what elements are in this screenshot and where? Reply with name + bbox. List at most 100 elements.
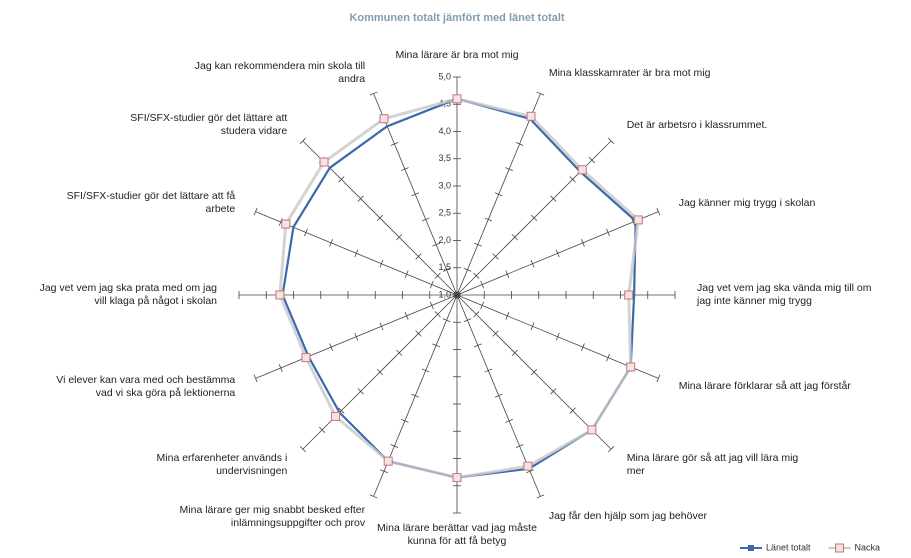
- category-label: Jag kan rekommendera min skola till andr…: [194, 60, 366, 86]
- tick-mark: [401, 167, 409, 172]
- tick-mark: [492, 330, 499, 337]
- series-marker: [319, 157, 329, 167]
- tick-mark: [606, 353, 610, 362]
- series-marker: [587, 425, 597, 435]
- series-marker: [526, 111, 536, 121]
- y-tick-label: 2,5: [438, 208, 451, 218]
- tick-mark: [550, 195, 557, 202]
- series-marker: [281, 219, 291, 229]
- tick-mark: [473, 272, 480, 279]
- tick-mark: [253, 374, 258, 383]
- tick-mark: [357, 195, 364, 202]
- tick-mark: [415, 253, 422, 260]
- series-marker: [452, 94, 462, 104]
- tick-mark: [484, 217, 493, 222]
- tick-mark: [396, 234, 403, 241]
- tick-mark: [515, 142, 524, 146]
- tick-mark: [390, 142, 399, 146]
- tick-mark: [434, 272, 441, 279]
- category-label: Mina erfarenheter används i undervisning…: [156, 451, 288, 477]
- series-marker: [624, 290, 634, 300]
- tick-mark: [304, 228, 308, 237]
- tick-mark: [480, 280, 485, 289]
- tick-mark: [338, 407, 345, 414]
- series-marker: [275, 290, 285, 300]
- category-label: Mina lärare ger mig snabbt besked efter …: [179, 503, 366, 529]
- series-marker: [577, 165, 587, 175]
- series-marker: [523, 461, 533, 471]
- legend-label: Nacka: [855, 542, 881, 552]
- tick-mark: [608, 137, 615, 144]
- y-tick-label: 1,5: [438, 262, 451, 272]
- tick-mark: [421, 217, 430, 222]
- category-label: Mina lärare gör så att jag vill lära mig…: [626, 451, 799, 477]
- tick-mark: [299, 137, 306, 144]
- tick-mark: [505, 167, 513, 172]
- tick-mark: [530, 322, 535, 331]
- series-marker: [626, 362, 636, 372]
- y-tick-label: 2,0: [438, 235, 451, 245]
- tick-mark: [411, 393, 420, 398]
- tick-mark: [530, 214, 538, 222]
- category-label: SFI/SFX-studier gör det lättare att få a…: [66, 190, 236, 216]
- tick-mark: [429, 301, 434, 310]
- tick-mark: [480, 301, 485, 310]
- tick-mark: [401, 418, 409, 423]
- category-label: Mina lärare förklarar så att jag förstår: [678, 380, 851, 393]
- tick-mark: [411, 192, 420, 197]
- y-tick-label: 5,0: [438, 71, 451, 81]
- tick-mark: [319, 426, 326, 433]
- tick-mark: [379, 322, 384, 331]
- legend-marker: [748, 545, 754, 551]
- tick-mark: [473, 311, 480, 318]
- chart-subtitle: Kommunen totalt jämfört med länet totalt: [349, 12, 564, 24]
- tick-mark: [329, 239, 334, 247]
- tick-mark: [505, 312, 510, 320]
- tick-mark: [505, 418, 513, 423]
- category-label: Vi elever kan vara med och bestämma vad …: [56, 373, 236, 399]
- tick-mark: [550, 388, 557, 395]
- legend-marker: [835, 543, 845, 553]
- series-marker: [301, 353, 311, 363]
- tick-mark: [432, 343, 440, 348]
- tick-mark: [536, 91, 545, 96]
- tick-mark: [369, 91, 378, 96]
- tick-mark: [569, 176, 576, 183]
- tick-mark: [442, 318, 451, 323]
- tick-mark: [379, 259, 384, 268]
- tick-mark: [494, 192, 503, 197]
- category-label: Jag vet vem jag ska vända mig till om ja…: [697, 282, 872, 307]
- category-label: Jag känner mig trygg i skolan: [678, 196, 816, 209]
- tick-mark: [329, 343, 334, 351]
- tick-mark: [434, 311, 441, 318]
- tick-mark: [338, 176, 345, 183]
- tick-mark: [505, 270, 510, 278]
- series-marker: [379, 114, 389, 124]
- series-marker: [331, 411, 341, 421]
- category-label: Mina lärare är bra mot mig: [395, 48, 519, 61]
- tick-mark: [474, 242, 482, 247]
- tick-mark: [429, 280, 434, 289]
- tick-mark: [588, 157, 595, 164]
- tick-mark: [530, 368, 538, 376]
- category-label: Mina lärare berättar vad jag måste kunna…: [377, 522, 537, 547]
- tick-mark: [390, 444, 399, 448]
- tick-mark: [494, 393, 503, 398]
- y-tick-label: 4,0: [438, 126, 451, 136]
- tick-mark: [404, 270, 409, 278]
- tick-mark: [526, 469, 534, 474]
- series-marker: [452, 473, 462, 483]
- tick-mark: [606, 228, 610, 237]
- tick-mark: [569, 407, 576, 414]
- tick-mark: [463, 267, 472, 272]
- tick-mark: [369, 494, 378, 499]
- tick-mark: [511, 234, 518, 241]
- tick-mark: [376, 368, 384, 376]
- tick-mark: [580, 343, 585, 351]
- y-tick-label: 3,5: [438, 153, 451, 163]
- category-label: Mina klasskamrater är bra mot mig: [548, 66, 711, 79]
- tick-mark: [396, 349, 403, 356]
- tick-mark: [555, 332, 560, 341]
